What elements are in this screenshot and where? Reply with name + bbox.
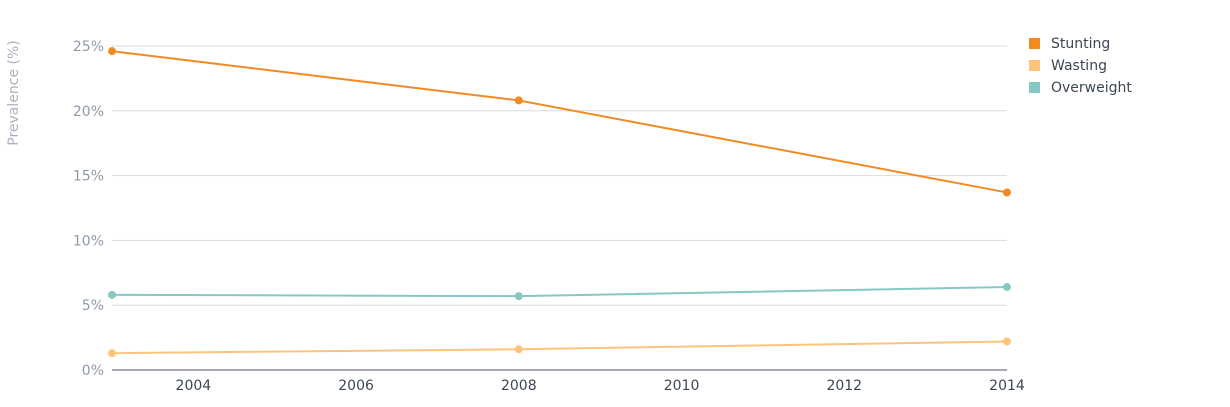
series-stunting <box>108 47 1011 197</box>
stunting-point[interactable] <box>514 96 523 105</box>
legend-item-wasting[interactable]: Wasting <box>1029 58 1107 74</box>
legend-swatch <box>1029 60 1040 71</box>
x-tick-label: 2006 <box>338 378 374 394</box>
x-tick-label: 2012 <box>826 378 862 394</box>
legend-label: Wasting <box>1051 58 1107 74</box>
legend-swatch <box>1029 82 1040 93</box>
overweight-point[interactable] <box>1003 283 1011 292</box>
wasting-point[interactable] <box>1003 337 1011 346</box>
legend-item-overweight[interactable]: Overweight <box>1029 80 1132 96</box>
y-tick-label: 15% <box>73 169 104 185</box>
x-axis-ticks: 2004 2006 2008 2010 2012 2014 <box>176 378 1025 394</box>
series-wasting <box>108 337 1011 358</box>
legend: Stunting Wasting Overweight <box>1029 36 1132 96</box>
series-group <box>108 47 1011 358</box>
wasting-point[interactable] <box>514 345 523 354</box>
stunting-line <box>111 50 1008 194</box>
y-axis-ticks: 0% 5% 10% 15% 20% 25% <box>73 39 104 379</box>
y-axis-title: Prevalence (%) <box>6 40 22 146</box>
y-tick-label: 0% <box>82 363 104 379</box>
overweight-point[interactable] <box>514 292 523 301</box>
stunting-point[interactable] <box>1003 188 1011 197</box>
legend-item-stunting[interactable]: Stunting <box>1029 36 1110 52</box>
x-tick-label: 2014 <box>989 378 1025 394</box>
wasting-point[interactable] <box>108 349 116 358</box>
x-tick-label: 2004 <box>176 378 212 394</box>
overweight-line <box>111 286 1008 298</box>
y-tick-label: 10% <box>73 233 104 249</box>
y-tick-label: 5% <box>82 298 104 314</box>
legend-swatch <box>1029 38 1040 49</box>
x-tick-label: 2008 <box>501 378 537 394</box>
grid-lines <box>112 45 1007 371</box>
wasting-line <box>111 340 1008 355</box>
stunting-point[interactable] <box>108 47 116 56</box>
x-tick-label: 2010 <box>664 378 700 394</box>
series-overweight <box>108 283 1011 301</box>
y-tick-label: 25% <box>73 39 104 55</box>
legend-label: Overweight <box>1051 80 1132 96</box>
legend-label: Stunting <box>1051 36 1110 52</box>
y-tick-label: 20% <box>73 104 104 120</box>
overweight-point[interactable] <box>108 290 116 299</box>
